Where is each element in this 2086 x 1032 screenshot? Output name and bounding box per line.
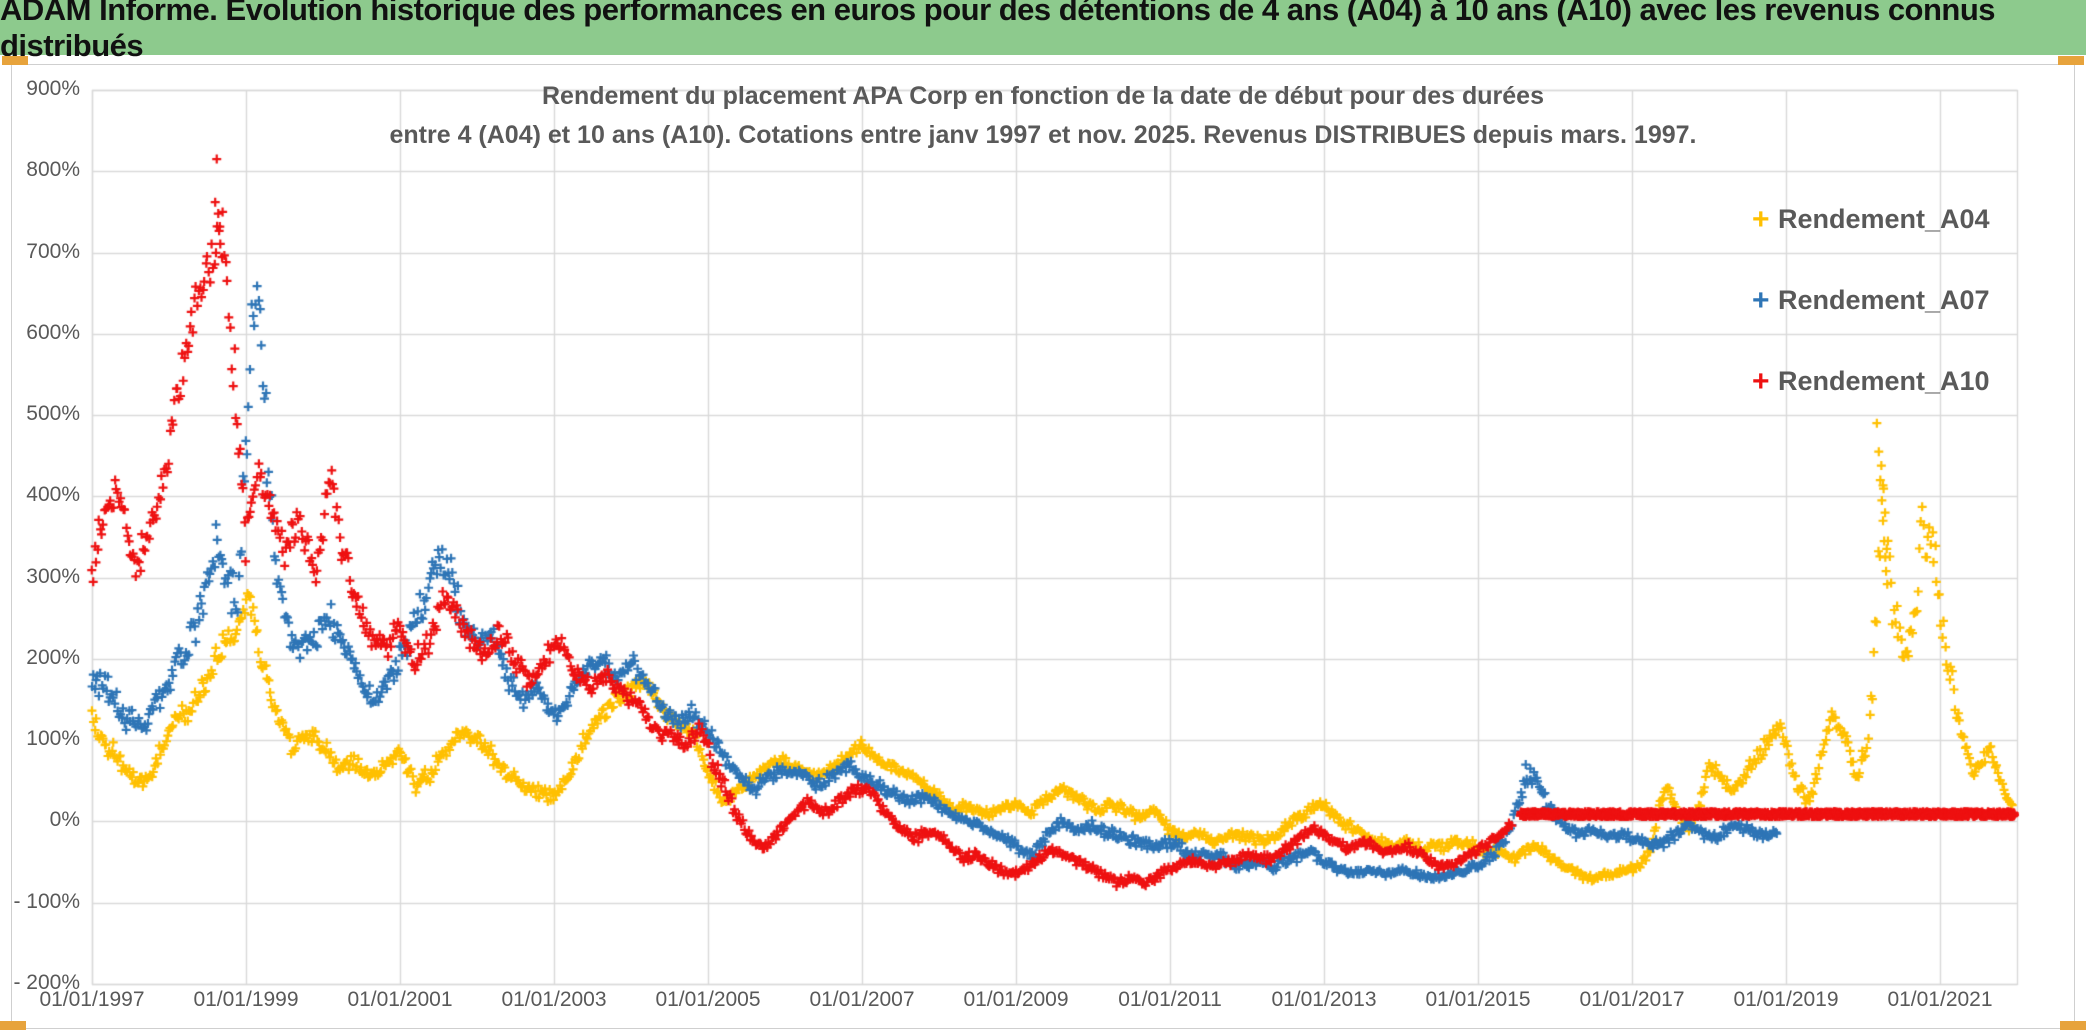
y-tick-label: 100%	[26, 727, 80, 751]
y-tick-label: 200%	[26, 645, 80, 669]
legend-item-rendement-a07[interactable]: + Rendement_A07	[1752, 285, 1990, 316]
plus-marker-icon: +	[1752, 202, 1770, 236]
x-tick-label: 01/01/1999	[193, 988, 299, 1011]
x-tick-label: 01/01/2011	[1118, 988, 1222, 1011]
y-tick-label: - 100%	[13, 889, 80, 913]
x-tick-label: 01/01/1997	[39, 988, 145, 1011]
plus-marker-icon: +	[1752, 283, 1770, 317]
legend-label: Rendement_A04	[1778, 204, 1990, 234]
x-tick-label: 01/01/2019	[1733, 988, 1839, 1011]
chart-title-line2: entre 4 (A04) et 10 ans (A10). Cotations…	[389, 121, 1697, 149]
y-tick-label: 800%	[26, 158, 80, 182]
x-tick-label: 01/01/2009	[963, 988, 1069, 1011]
x-tick-label: 01/01/2015	[1425, 988, 1531, 1011]
legend-label: Rendement_A10	[1778, 366, 1990, 396]
y-tick-label: 0%	[49, 808, 80, 832]
chart-title-line1: Rendement du placement APA Corp en fonct…	[542, 82, 1544, 110]
y-tick-label: 400%	[26, 483, 80, 507]
legend-label: Rendement_A07	[1778, 285, 1990, 315]
x-tick-label: 01/01/2005	[655, 988, 761, 1011]
x-tick-label: 01/01/2007	[809, 988, 915, 1011]
x-tick-label: 01/01/2017	[1579, 988, 1685, 1011]
x-tick-label: 01/01/2003	[501, 988, 607, 1011]
plus-marker-icon: +	[1752, 364, 1770, 398]
y-tick-label: 300%	[26, 564, 80, 588]
x-tick-label: 01/01/2021	[1887, 988, 1993, 1011]
x-tick-label: 01/01/2013	[1271, 988, 1377, 1011]
y-tick-label: - 200%	[13, 971, 80, 994]
legend-item-rendement-a04[interactable]: + Rendement_A04	[1752, 204, 1990, 235]
legend-item-rendement-a10[interactable]: + Rendement_A10	[1752, 366, 1990, 397]
y-tick-label: 700%	[26, 239, 80, 263]
y-tick-label: 500%	[26, 402, 80, 426]
chart-legend: + Rendement_A04 + Rendement_A07 + Rendem…	[1752, 204, 1990, 397]
x-tick-label: 01/01/2001	[347, 988, 453, 1011]
y-tick-label: 900%	[26, 77, 80, 100]
y-tick-label: 600%	[26, 320, 80, 344]
